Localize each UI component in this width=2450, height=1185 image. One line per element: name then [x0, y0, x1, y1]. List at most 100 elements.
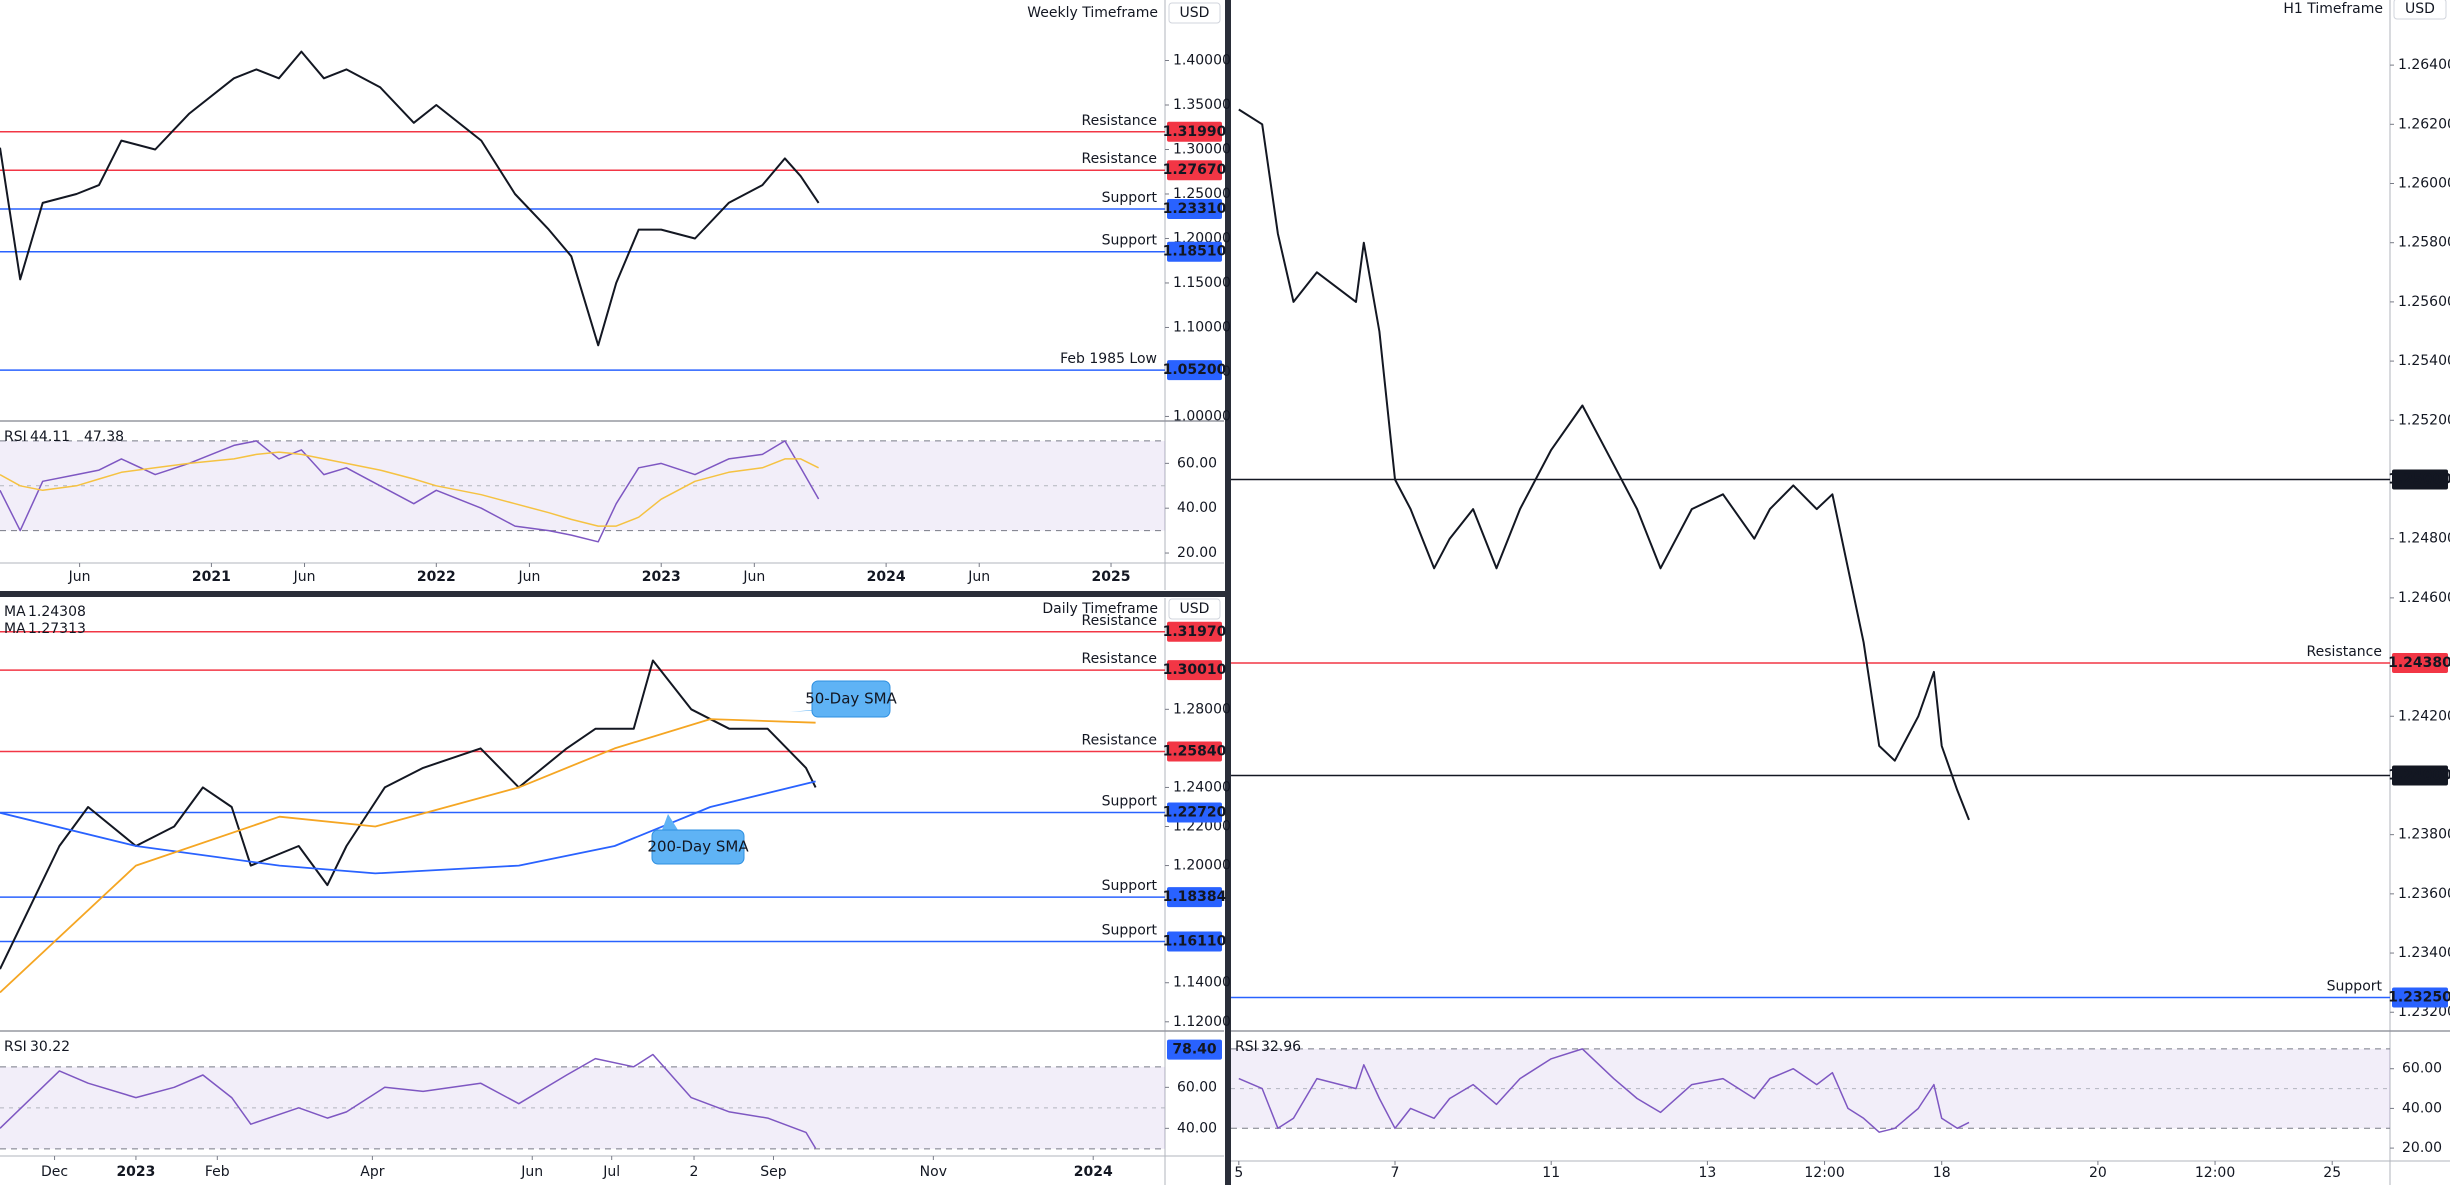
rsi-legend-value: 44.11	[30, 429, 70, 445]
price-tag	[1167, 887, 1222, 908]
timeframe-title: H1 Timeframe	[2283, 1, 2383, 17]
price-tag	[1167, 199, 1222, 220]
x-tick-label: Jun	[517, 569, 540, 585]
y-tick-label: 20.00	[1177, 545, 1217, 561]
rsi-ma-line	[0, 451, 819, 527]
y-tick-label: 1.25600	[2398, 294, 2450, 310]
currency-box	[2393, 0, 2447, 20]
rsi-line	[0, 440, 820, 543]
panel-divider	[0, 591, 1225, 597]
price-tag-label: 1.24380	[2388, 655, 2450, 671]
y-tick-label: 60.00	[1177, 1079, 1217, 1095]
x-tick-label: Jun	[293, 569, 316, 585]
ma-legend-value: 1.24308	[28, 604, 86, 620]
y-tick-label: 1.23800	[2398, 827, 2450, 843]
rsi-band	[0, 440, 1165, 531]
y-tick-label: 1.22000	[1173, 818, 1231, 834]
ma-legend-name: MA	[4, 604, 26, 620]
level-kind: Resistance	[1082, 733, 1157, 749]
x-tick-label: 2023	[642, 569, 681, 585]
x-tick-label: Feb	[205, 1164, 230, 1180]
x-tick-label: 7	[1391, 1165, 1400, 1181]
moving-average	[0, 718, 816, 994]
x-tick-label: 20	[2089, 1165, 2107, 1181]
x-tick-label: 2024	[867, 569, 906, 585]
y-tick-label: 1.12000	[1173, 1014, 1231, 1030]
price-line	[0, 659, 817, 970]
y-tick-label: 1.24000	[1173, 779, 1231, 795]
price-tag	[2392, 987, 2448, 1008]
price-tag-label: 1.23310	[1163, 201, 1227, 217]
y-tick-label: 1.20000	[1173, 858, 1231, 874]
currency-box	[1168, 598, 1221, 620]
level-kind: Resistance	[2307, 644, 2382, 660]
price-tag-label: 1.30010	[1163, 662, 1227, 678]
level-kind: Support	[1102, 793, 1158, 809]
y-tick-label: 60.00	[1177, 455, 1217, 471]
panel-divider	[1225, 0, 1231, 1185]
currency-box	[1168, 2, 1221, 24]
y-tick-label: 60.00	[2402, 1061, 2442, 1077]
y-tick-label: 20.00	[2402, 1140, 2442, 1156]
y-tick-label: 1.23600	[2398, 886, 2450, 902]
price-tag-label: 1.25000	[2388, 471, 2450, 487]
y-tick-label: 1.30000	[1173, 141, 1231, 157]
price-line	[1238, 108, 1970, 821]
x-tick-label: Jun	[68, 569, 91, 585]
price-tag-label: 1.23250	[2388, 989, 2450, 1005]
price-tag-label: 1.16110	[1163, 934, 1227, 950]
x-tick-label: Dec	[41, 1164, 68, 1180]
x-tick-label: 2021	[192, 569, 231, 585]
ma-legend-value: 1.27313	[28, 621, 86, 637]
moving-average	[0, 780, 816, 875]
price-tag	[1167, 241, 1222, 262]
level-kind: Support	[1102, 878, 1158, 894]
callout	[651, 829, 745, 865]
x-tick-label: 5	[1234, 1165, 1243, 1181]
y-tick-label: 1.14000	[1173, 975, 1231, 991]
price-tag-label: 1.31990	[1163, 124, 1227, 140]
rsi-legend-name: RSI	[4, 1039, 27, 1055]
y-tick-label: 1.25000	[1173, 186, 1231, 202]
x-tick-label: Jul	[602, 1164, 620, 1180]
price-tag	[2392, 765, 2448, 786]
callout	[811, 680, 891, 718]
x-tick-label: 12:00	[1804, 1165, 1844, 1181]
level-kind: Resistance	[1082, 613, 1157, 629]
price-tag	[2392, 469, 2448, 490]
x-tick-label: Sep	[760, 1164, 787, 1180]
rsi-legend-value: 47.38	[84, 429, 124, 445]
currency: USD	[1180, 5, 1210, 21]
price-tag-label: 1.31970	[1163, 624, 1227, 640]
rsi-legend-name: RSI	[4, 429, 27, 445]
callout-pointer	[662, 814, 678, 830]
price-tag-label: 78.40	[1172, 1042, 1217, 1058]
callout-text: 200-Day SMA	[647, 838, 749, 856]
level-kind: Support	[1102, 190, 1158, 206]
x-tick-label: Apr	[360, 1164, 384, 1180]
callout-text: 50-Day SMA	[805, 690, 897, 708]
price-tag	[1167, 931, 1222, 952]
price-line	[0, 50, 820, 347]
x-tick-label: 25	[2323, 1165, 2341, 1181]
price-tag	[1167, 741, 1222, 762]
price-tag	[1167, 660, 1222, 681]
level-kind: Support	[1102, 923, 1158, 939]
price-tag	[1167, 1039, 1222, 1060]
price-tag	[1167, 160, 1222, 181]
rsi-band	[0, 1066, 1165, 1149]
y-tick-label: 1.10000	[1173, 319, 1231, 335]
y-tick-label: 1.25400	[2398, 353, 2450, 369]
ma-legend-name: MA	[4, 621, 26, 637]
y-tick-label: 1.24600	[2398, 590, 2450, 606]
price-tag-label: 1.18510	[1163, 244, 1227, 260]
x-tick-label: 2	[690, 1164, 699, 1180]
rsi-legend-value: 32.96	[1261, 1039, 1301, 1055]
currency: USD	[1180, 601, 1210, 617]
price-tag	[1167, 621, 1222, 642]
level-kind: Feb 1985 Low	[1060, 351, 1157, 367]
level-kind: Resistance	[1082, 151, 1157, 167]
y-tick-label: 40.00	[1177, 1120, 1217, 1136]
